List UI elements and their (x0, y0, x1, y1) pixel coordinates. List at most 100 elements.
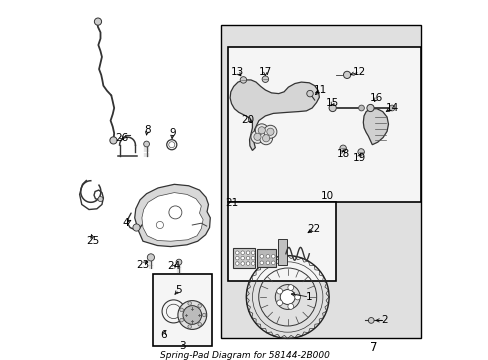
Text: 10: 10 (320, 191, 333, 201)
Circle shape (306, 90, 313, 97)
FancyBboxPatch shape (228, 202, 336, 281)
Circle shape (259, 132, 272, 145)
Text: 5: 5 (175, 285, 182, 295)
Circle shape (235, 262, 239, 265)
Circle shape (251, 251, 254, 255)
Circle shape (271, 255, 275, 258)
Circle shape (246, 251, 249, 255)
Circle shape (275, 284, 300, 310)
Text: Spring-Pad Diagram for 58144-2B000: Spring-Pad Diagram for 58144-2B000 (159, 351, 329, 360)
Circle shape (287, 285, 293, 291)
Circle shape (235, 256, 239, 260)
Polygon shape (142, 193, 203, 241)
Circle shape (366, 104, 373, 112)
Text: 1: 1 (305, 292, 312, 302)
Circle shape (266, 128, 273, 135)
Text: 13: 13 (230, 67, 244, 77)
Text: 24: 24 (167, 261, 181, 271)
Circle shape (358, 105, 364, 111)
Circle shape (176, 259, 182, 265)
FancyBboxPatch shape (221, 25, 420, 338)
Circle shape (133, 224, 140, 231)
Circle shape (198, 323, 201, 326)
FancyBboxPatch shape (152, 274, 212, 346)
Circle shape (339, 145, 346, 152)
Text: 21: 21 (225, 198, 238, 208)
Text: 11: 11 (313, 85, 326, 95)
Circle shape (246, 262, 249, 265)
Circle shape (357, 149, 364, 155)
Polygon shape (257, 249, 276, 267)
Circle shape (294, 294, 300, 300)
Circle shape (258, 127, 265, 134)
Polygon shape (277, 239, 286, 265)
Circle shape (250, 130, 264, 143)
Circle shape (265, 255, 269, 258)
Text: 9: 9 (169, 128, 176, 138)
Polygon shape (232, 248, 255, 268)
Circle shape (156, 221, 163, 229)
Circle shape (180, 308, 183, 312)
Circle shape (98, 197, 103, 202)
Text: 20: 20 (241, 114, 254, 125)
Text: 25: 25 (86, 236, 100, 246)
Polygon shape (230, 80, 319, 150)
Text: 12: 12 (352, 67, 366, 77)
Circle shape (251, 262, 254, 265)
Circle shape (241, 256, 244, 260)
Circle shape (262, 135, 269, 142)
Circle shape (367, 318, 373, 323)
Text: 19: 19 (352, 153, 365, 163)
Circle shape (260, 261, 263, 265)
Circle shape (276, 288, 282, 294)
Circle shape (287, 303, 293, 309)
Text: 3: 3 (179, 341, 185, 351)
Circle shape (110, 137, 117, 144)
FancyBboxPatch shape (228, 47, 420, 202)
Circle shape (246, 256, 249, 260)
Text: 7: 7 (369, 341, 377, 354)
Circle shape (143, 141, 149, 147)
Circle shape (183, 306, 201, 324)
Circle shape (180, 318, 183, 322)
Text: 15: 15 (325, 98, 339, 108)
Polygon shape (363, 109, 387, 145)
Circle shape (178, 301, 206, 329)
Circle shape (260, 255, 263, 258)
Circle shape (235, 251, 239, 255)
Circle shape (147, 254, 154, 261)
Circle shape (240, 77, 246, 83)
Circle shape (241, 262, 244, 265)
Circle shape (328, 104, 336, 112)
Circle shape (251, 256, 254, 260)
Text: 22: 22 (307, 224, 320, 234)
Circle shape (255, 124, 268, 137)
Text: 6: 6 (160, 330, 166, 340)
Text: 18: 18 (336, 149, 349, 159)
Circle shape (265, 261, 269, 265)
Text: 23: 23 (136, 260, 149, 270)
Circle shape (202, 313, 205, 317)
Text: 2: 2 (381, 315, 387, 325)
Text: 14: 14 (385, 103, 398, 113)
Text: 16: 16 (369, 93, 383, 103)
Circle shape (94, 18, 102, 25)
Circle shape (198, 304, 201, 307)
Text: 4: 4 (122, 218, 129, 228)
Circle shape (271, 261, 275, 265)
Text: 17: 17 (258, 67, 271, 77)
Text: 8: 8 (143, 125, 150, 135)
Circle shape (187, 325, 191, 328)
Circle shape (343, 71, 350, 78)
Circle shape (241, 251, 244, 255)
Polygon shape (134, 184, 210, 247)
Circle shape (264, 125, 276, 138)
Circle shape (280, 289, 295, 305)
Circle shape (187, 302, 191, 305)
Circle shape (168, 206, 182, 219)
Circle shape (388, 105, 394, 111)
Text: 26: 26 (115, 132, 128, 143)
Circle shape (262, 76, 268, 82)
Circle shape (253, 133, 261, 140)
Circle shape (276, 300, 282, 306)
